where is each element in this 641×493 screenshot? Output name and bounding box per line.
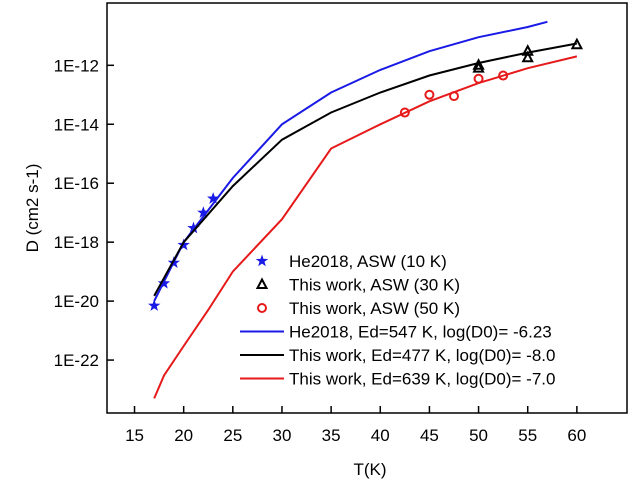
y-tick-label: 1E-12 (54, 56, 99, 75)
legend-label: This work, Ed=639 K, log(D0)= -7.0 (289, 370, 555, 389)
data-point (498, 70, 509, 81)
y-axis-label: D (cm2 s-1) (23, 164, 42, 253)
legend-label: This work, ASW (50 K) (289, 299, 460, 318)
x-tick-label: 25 (223, 426, 242, 445)
x-tick-label: 20 (174, 426, 193, 445)
x-tick-label: 60 (567, 426, 586, 445)
data-point (207, 192, 220, 204)
legend-symbol (255, 254, 269, 267)
legend-label: This work, Ed=477 K, log(D0)= -8.0 (289, 346, 555, 365)
data-point (399, 107, 410, 118)
x-tick-label: 45 (420, 426, 439, 445)
x-tick-label: 35 (322, 426, 341, 445)
x-tick-label: 15 (125, 426, 144, 445)
legend-label: He2018, Ed=547 K, log(D0)= -6.23 (289, 323, 552, 342)
y-tick-label: 1E-14 (54, 115, 99, 134)
y-tick-label: 1E-20 (54, 292, 99, 311)
x-axis-label: T(K) (353, 460, 386, 479)
data-point (197, 206, 210, 218)
y-tick-label: 1E-18 (54, 233, 99, 252)
data-point (148, 299, 161, 311)
plot-frame (106, 2, 628, 414)
data-point (472, 61, 485, 73)
legend-label: He2018, ASW (10 K) (289, 252, 447, 271)
y-tick-label: 1E-16 (54, 174, 99, 193)
data-point (521, 50, 534, 63)
legend-label: This work, ASW (30 K) (289, 276, 460, 295)
data-point (424, 89, 435, 100)
x-tick-label: 30 (273, 426, 292, 445)
data-point (187, 221, 200, 234)
x-tick-label: 55 (518, 426, 537, 445)
series-line (153, 20, 548, 302)
legend-symbol (255, 277, 269, 289)
legend-symbol (257, 303, 267, 313)
x-tick-label: 50 (469, 426, 488, 445)
x-tick-label: 40 (371, 426, 390, 445)
series-line (153, 42, 578, 297)
y-tick-label: 1E-22 (54, 351, 99, 370)
series-line (153, 55, 578, 399)
